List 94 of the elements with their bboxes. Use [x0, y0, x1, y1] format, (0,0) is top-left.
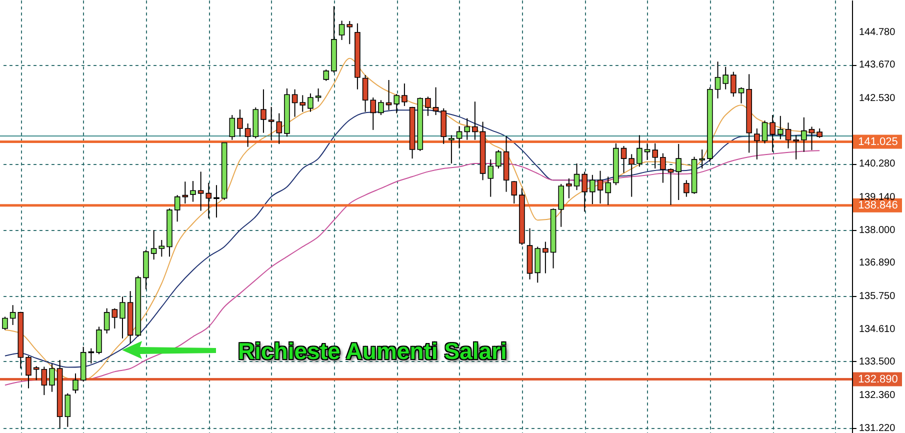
candlestick	[738, 86, 744, 104]
candlestick	[276, 112, 282, 144]
ref-line-label: 132.890	[858, 373, 898, 386]
candlestick	[174, 194, 180, 222]
candlestick	[668, 168, 674, 206]
candlestick	[206, 182, 212, 219]
y-tick-label: 135.750	[859, 290, 896, 302]
candlestick	[338, 20, 345, 40]
y-tick-label: 144.780	[859, 27, 896, 38]
candlestick	[644, 142, 650, 161]
y-tick-label: 136.890	[859, 257, 896, 268]
candlestick	[448, 134, 454, 164]
y-tick-label: 142.530	[859, 92, 896, 104]
candlestick	[323, 68, 330, 82]
ref-line-label: 138.846	[858, 199, 898, 212]
candlestick	[464, 118, 470, 140]
candlestick	[244, 123, 251, 148]
candlestick	[214, 184, 220, 218]
candlestick	[346, 20, 353, 45]
candlestick	[268, 106, 274, 140]
candlestick	[33, 366, 40, 381]
candlestick	[511, 180, 518, 204]
candlestick	[574, 163, 580, 191]
candlestick	[378, 100, 384, 116]
candlestick	[566, 178, 572, 199]
y-tick-label: 131.220	[859, 423, 896, 433]
candlestick	[104, 308, 110, 334]
candlestick	[714, 61, 721, 99]
candlestick	[793, 134, 799, 160]
candlestick	[120, 296, 126, 339]
candlestick	[26, 355, 32, 389]
candlestick	[816, 128, 822, 138]
candlestick	[49, 363, 55, 392]
candlestick	[542, 241, 548, 274]
candlestick	[112, 308, 118, 329]
candlestick	[770, 114, 776, 152]
candlestick	[158, 240, 165, 258]
candlestick	[300, 94, 306, 112]
candlestick	[597, 170, 604, 204]
candlestick	[370, 97, 376, 130]
candlestick	[41, 366, 48, 396]
candlestick	[496, 150, 502, 169]
candlestick	[362, 74, 368, 112]
candlestick	[699, 148, 705, 169]
candlestick	[64, 392, 71, 428]
y-tick-label: 138.000	[859, 225, 896, 236]
y-tick-label: 134.610	[859, 324, 896, 336]
candlestick	[229, 114, 236, 140]
candlestick	[456, 126, 462, 149]
candlestick	[605, 176, 612, 206]
candlestick	[72, 372, 78, 394]
candlestick	[237, 108, 243, 138]
candlestick	[762, 120, 768, 144]
candlestick	[488, 158, 494, 198]
candlestick	[10, 304, 16, 326]
candlestick	[432, 86, 439, 116]
y-tick-label: 143.670	[859, 60, 896, 71]
candlestick	[676, 143, 682, 201]
candlestick	[308, 92, 314, 112]
annotation: Richieste Aumenti Salari	[238, 338, 507, 365]
candlestick	[636, 134, 642, 168]
candlestick	[88, 348, 94, 364]
candlestick	[190, 180, 196, 202]
candlestick	[778, 115, 784, 140]
y-tick-label: 132.360	[859, 390, 896, 401]
candlestick	[620, 145, 627, 174]
candlestick	[590, 174, 596, 205]
ref-line-label: 141.025	[858, 136, 898, 148]
candlestick	[582, 171, 588, 212]
line-series	[4, 150, 820, 386]
candlestick	[425, 96, 431, 116]
candlestick	[402, 83, 408, 106]
candlestick	[394, 94, 400, 114]
candlestick	[684, 180, 690, 198]
candlestick	[292, 88, 298, 118]
y-tick-label: 140.280	[859, 158, 896, 170]
candlestick	[652, 142, 658, 169]
candlestick	[808, 126, 815, 151]
candlestick	[628, 154, 635, 198]
candlestick	[754, 128, 760, 160]
candlestick	[785, 122, 792, 149]
candlestick	[260, 88, 266, 134]
candlestick	[722, 66, 728, 90]
candlestick	[558, 183, 564, 228]
candlestick	[472, 101, 478, 140]
candlestick	[730, 71, 736, 98]
candlestick	[2, 316, 8, 330]
candlestick	[801, 116, 807, 152]
candlestick	[96, 326, 102, 355]
candlestick	[182, 181, 188, 204]
y-tick-label: 133.500	[859, 356, 896, 368]
candlestick	[315, 88, 322, 102]
candlestick	[660, 152, 666, 184]
candlestick	[150, 230, 157, 260]
